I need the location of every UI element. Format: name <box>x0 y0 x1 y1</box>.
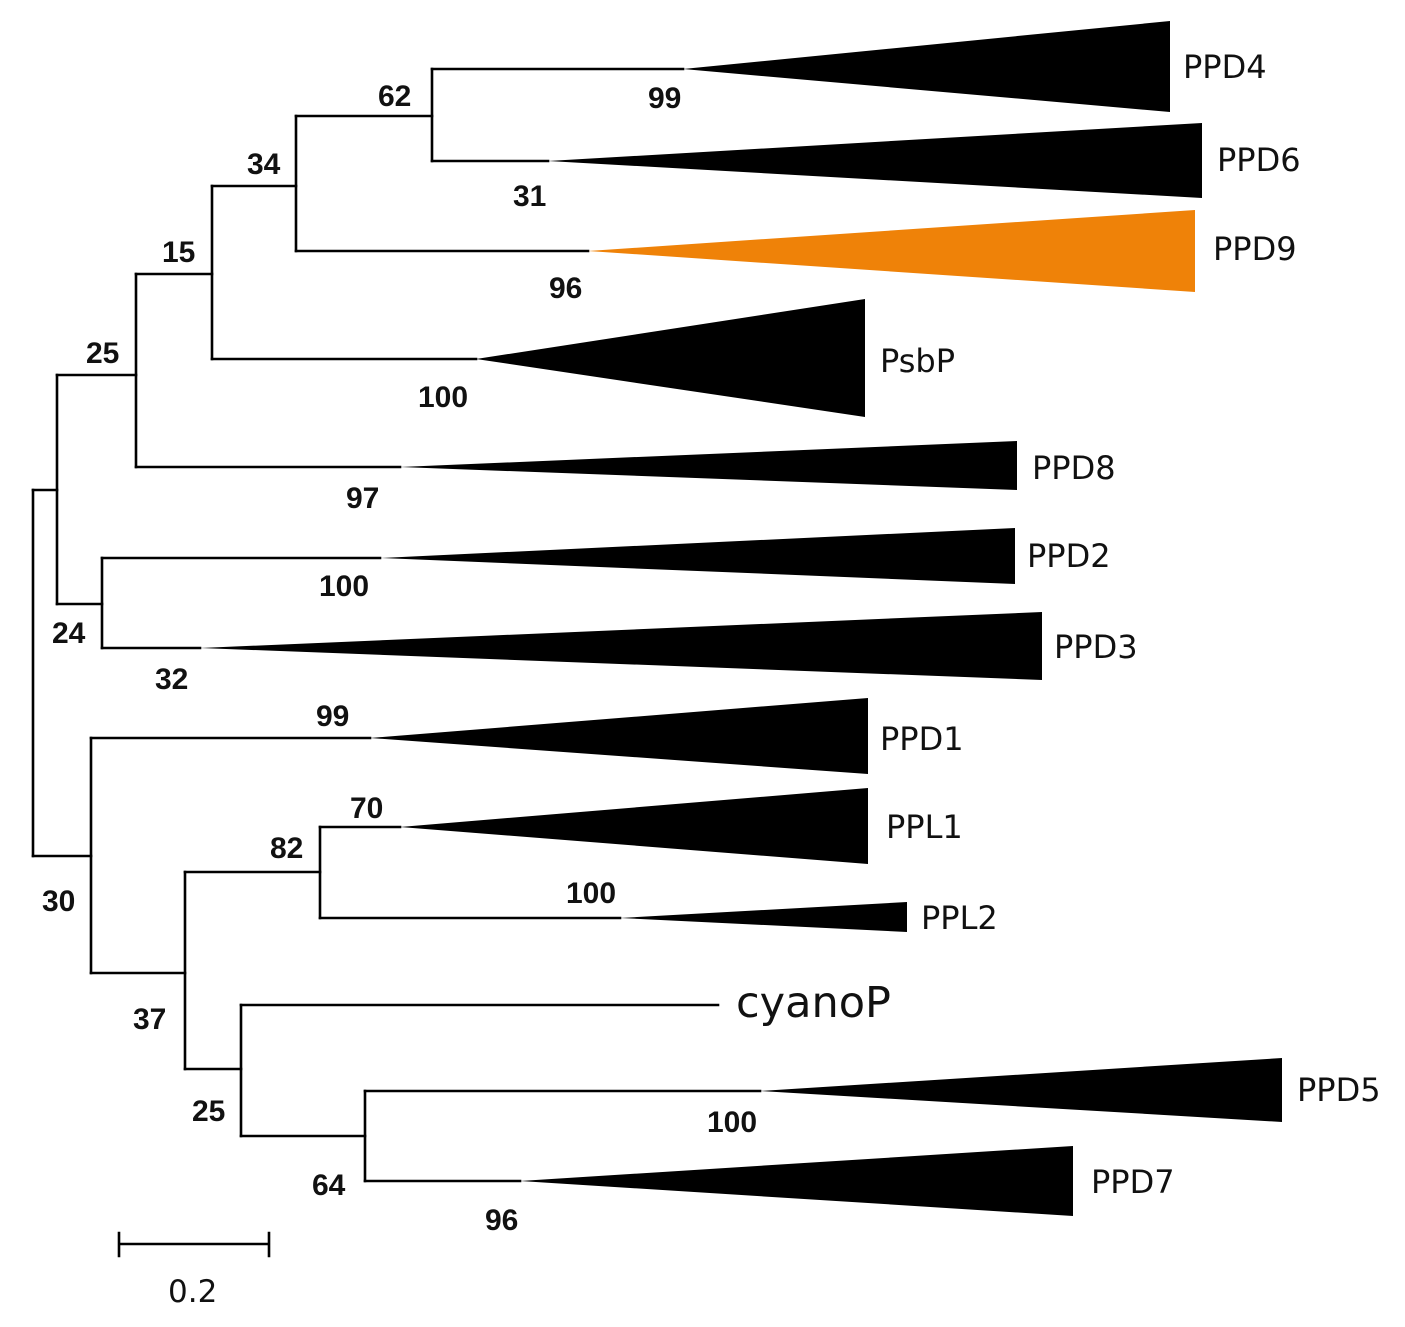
taxon-label-ppd6: PPD6 <box>1217 141 1301 179</box>
clade-triangle-ppl2 <box>620 902 907 932</box>
support-ppd9: 96 <box>549 272 582 305</box>
taxon-label-ppd2: PPD2 <box>1027 537 1111 575</box>
taxon-label-ppd5: PPD5 <box>1297 1071 1381 1109</box>
clade-triangle-ppd4 <box>683 21 1170 112</box>
support-ppd5: 100 <box>707 1106 757 1139</box>
support-node-64: 64 <box>312 1169 346 1202</box>
clade-triangle-ppd2 <box>380 528 1015 584</box>
support-node-15: 15 <box>162 236 195 269</box>
taxon-label-ppd8: PPD8 <box>1032 449 1116 487</box>
support-ppd4: 99 <box>648 82 681 115</box>
scale-bar-label: 0.2 <box>168 1274 217 1310</box>
taxon-label-ppd7: PPD7 <box>1091 1163 1175 1201</box>
support-ppd7: 96 <box>485 1204 518 1237</box>
support-node-25-upper: 25 <box>86 337 119 370</box>
clade-triangle-ppd9 <box>588 210 1195 292</box>
clade-triangle-ppd8 <box>400 441 1017 490</box>
taxon-label-ppl2: PPL2 <box>921 899 998 937</box>
support-node-34: 34 <box>247 148 281 181</box>
scale-bar: 0.2 <box>117 1231 271 1310</box>
support-node-30: 30 <box>42 885 75 918</box>
support-ppd1: 99 <box>316 700 349 733</box>
support-ppd3: 32 <box>155 663 188 696</box>
taxon-labels: PPD4 PPD6 PPD9 PsbP PPD8 PPD2 PPD3 PPD1 … <box>736 48 1381 1201</box>
support-node-62: 62 <box>378 80 411 113</box>
clade-triangle-ppd3 <box>200 612 1042 680</box>
clade-triangle-ppl1 <box>400 788 868 864</box>
taxon-label-psbp: PsbP <box>880 342 955 380</box>
clade-triangle-ppd5 <box>760 1058 1282 1122</box>
taxon-label-ppd3: PPD3 <box>1054 628 1138 666</box>
support-ppd8: 97 <box>346 482 379 515</box>
taxon-label-ppd4: PPD4 <box>1183 48 1267 86</box>
support-node-82: 82 <box>270 832 303 865</box>
node-support-values: 62 34 15 25 24 82 64 25 37 30 <box>42 80 411 1202</box>
taxon-label-ppl1: PPL1 <box>886 808 963 846</box>
support-node-24: 24 <box>52 617 86 650</box>
scale-bar-line <box>117 1231 271 1258</box>
support-node-37: 37 <box>133 1003 166 1036</box>
clade-triangle-psbp <box>476 299 865 417</box>
support-ppd6: 31 <box>513 180 546 213</box>
clade-triangle-ppd1 <box>370 698 868 774</box>
support-ppd2: 100 <box>319 570 369 603</box>
clade-support-values: 99 31 96 100 97 100 32 99 70 100 100 96 <box>155 82 757 1237</box>
support-psbp: 100 <box>418 381 468 414</box>
taxon-label-ppd1: PPD1 <box>880 720 964 758</box>
clade-triangle-ppd7 <box>520 1146 1073 1216</box>
support-node-25-lower: 25 <box>192 1095 225 1128</box>
taxon-label-cyanop: cyanoP <box>736 978 891 1028</box>
taxon-label-ppd9: PPD9 <box>1213 230 1297 268</box>
support-ppl2: 100 <box>566 877 616 910</box>
collapsed-clades <box>200 21 1282 1216</box>
tree-branches <box>31 67 762 1183</box>
clade-triangle-ppd6 <box>548 123 1202 198</box>
support-ppl1: 70 <box>350 792 383 825</box>
